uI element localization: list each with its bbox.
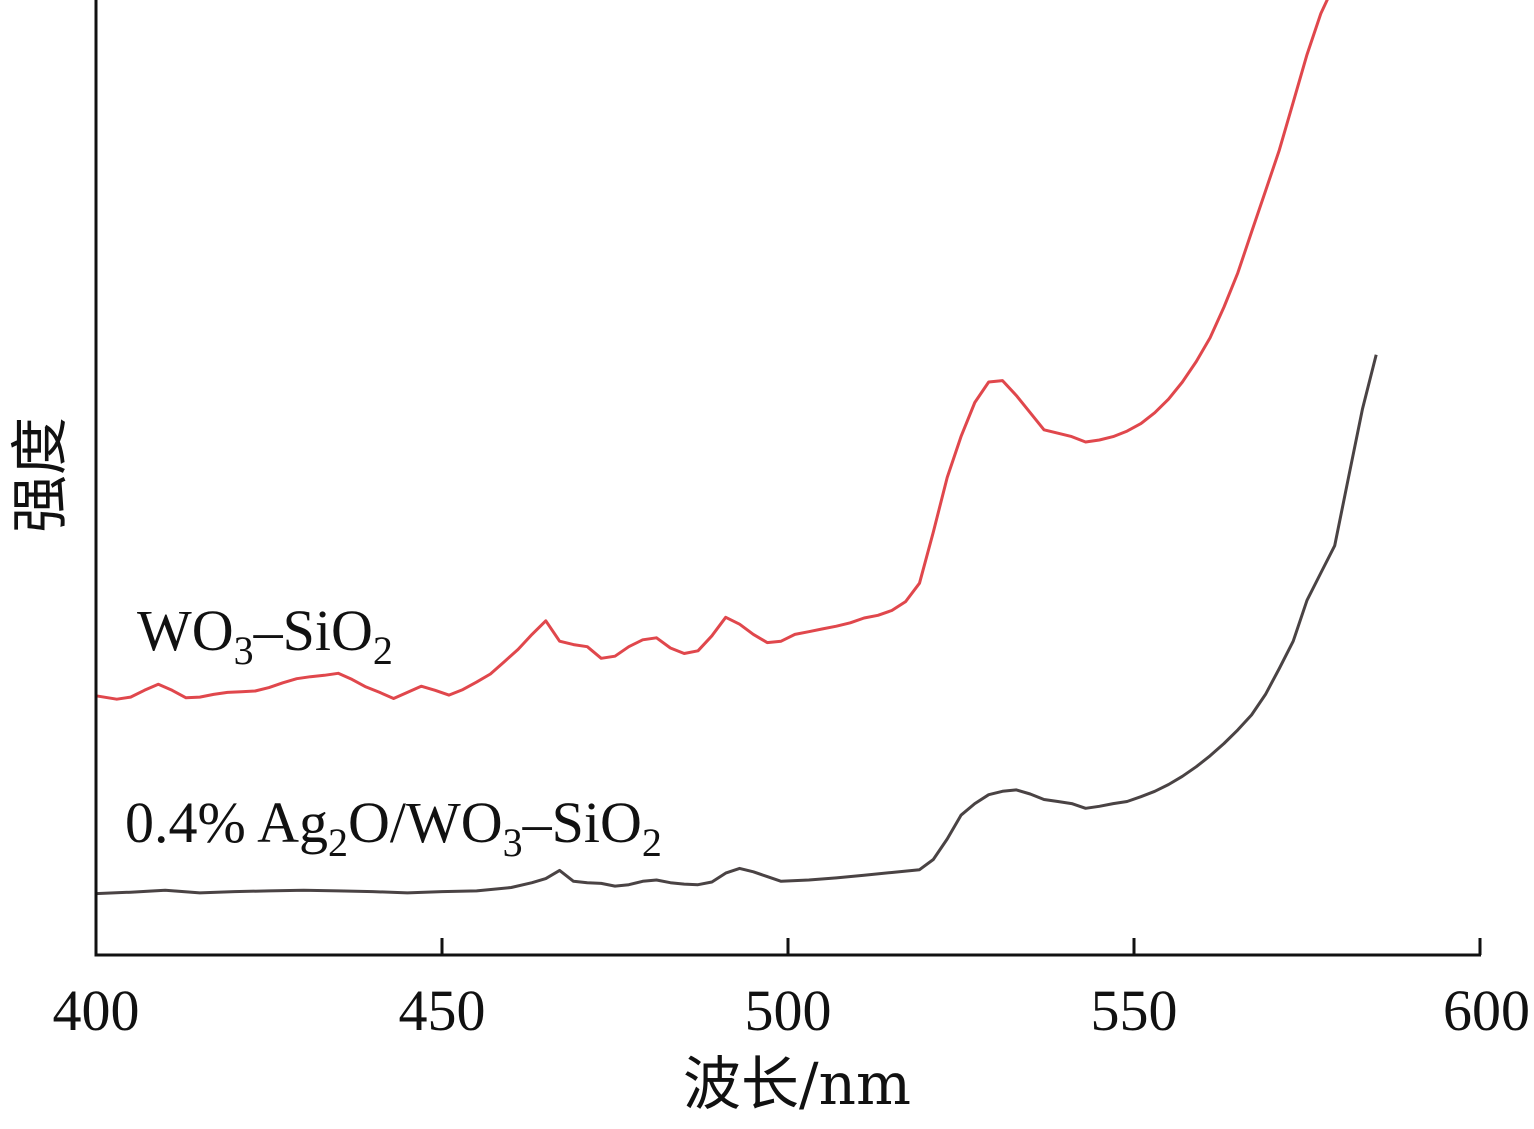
label-layer: WO3–SiO2 0.4% Ag2O/WO3–SiO2 (125, 598, 662, 865)
x-tick-label: 550 (1091, 978, 1178, 1043)
series-line-2 (95, 354, 1378, 896)
series-layer (95, 0, 1378, 896)
series-label-1: WO3–SiO2 (137, 598, 393, 673)
tick-layer: 400 450 500 550 600 (53, 938, 1530, 1043)
series-line-1 (95, 0, 1329, 701)
y-axis-title: 强度 (6, 417, 74, 533)
x-tick-label: 400 (53, 978, 140, 1043)
series-label-2: 0.4% Ag2O/WO3–SiO2 (125, 790, 662, 865)
x-axis-title: 波长/nm (683, 1050, 911, 1118)
x-tick-label: 600 (1443, 978, 1530, 1043)
x-tick-label: 500 (745, 978, 832, 1043)
x-tick-label: 450 (399, 978, 486, 1043)
